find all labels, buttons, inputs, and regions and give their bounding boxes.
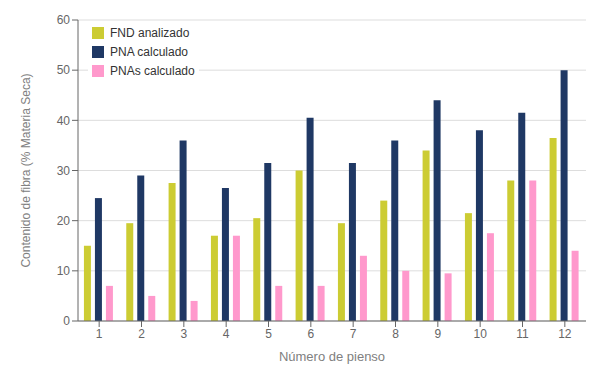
svg-text:8: 8 xyxy=(392,327,399,341)
svg-text:10: 10 xyxy=(57,264,71,278)
svg-text:11: 11 xyxy=(516,327,529,341)
svg-text:3: 3 xyxy=(180,327,187,341)
html-text:FND analizado: FND analizado xyxy=(110,26,190,40)
svg-text:20: 20 xyxy=(57,214,71,228)
svg-text:12: 12 xyxy=(558,327,572,341)
svg-text:10: 10 xyxy=(473,327,487,341)
svg-text:6: 6 xyxy=(307,327,314,341)
svg-text:50: 50 xyxy=(57,63,71,77)
svg-text:2: 2 xyxy=(138,327,145,341)
svg-text:4: 4 xyxy=(223,327,230,341)
svg-text:60: 60 xyxy=(57,13,71,27)
html-text:PNAs calculado: PNAs calculado xyxy=(110,64,195,78)
svg-text:9: 9 xyxy=(434,327,441,341)
svg-text:1: 1 xyxy=(96,327,103,341)
svg-text:Número de pienso: Número de pienso xyxy=(279,349,385,364)
svg-text:30: 30 xyxy=(57,164,71,178)
html-text:PNA calculado: PNA calculado xyxy=(110,45,188,59)
svg-text:40: 40 xyxy=(57,114,71,128)
svg-text:7: 7 xyxy=(350,327,357,341)
svg-text:0: 0 xyxy=(63,314,70,328)
svg-text:5: 5 xyxy=(265,327,272,341)
svg-text:Contenido de fibra (% Materia: Contenido de fibra (% Materia Seca) xyxy=(19,73,33,267)
